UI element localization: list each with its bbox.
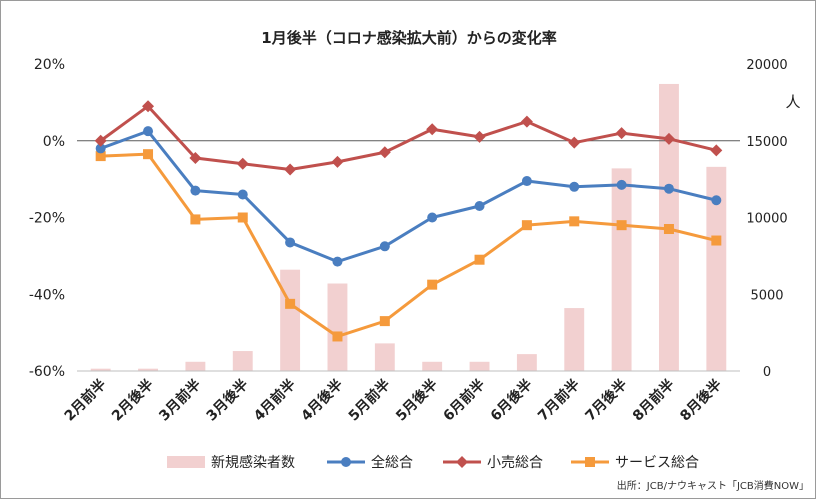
point — [474, 200, 485, 211]
point — [142, 100, 155, 113]
bar-10 — [564, 308, 585, 371]
point — [474, 254, 485, 265]
y-left-tick-label: 20% — [34, 57, 65, 73]
point — [332, 256, 343, 267]
bar-6 — [374, 343, 395, 371]
chart-title: 1月後半（コロナ感染拡大前）からの変化率 — [261, 29, 556, 47]
point — [94, 134, 107, 147]
source-note: 出所：JCB/ナウキャスト「JCB消費NOW」 — [617, 479, 809, 492]
series-line-2 — [100, 152, 717, 338]
legend-label: 小売総合 — [487, 455, 543, 471]
x-tick-label: 2月前半 — [61, 376, 110, 425]
bar-9 — [516, 354, 537, 371]
legend-label: サービス総合 — [615, 455, 699, 471]
point — [662, 132, 675, 145]
bar-2 — [185, 361, 206, 371]
point — [585, 457, 595, 467]
point — [569, 216, 580, 227]
point — [616, 220, 627, 231]
legend: 新規感染者数 全総合 小売総合 サービス総合 — [167, 454, 699, 471]
bar-4 — [280, 269, 301, 371]
x-tick-label: 3月後半 — [203, 376, 252, 425]
point — [663, 183, 674, 194]
legend-label: 全総合 — [371, 454, 413, 471]
x-tick-label: 4月後半 — [298, 376, 347, 425]
bar-8 — [469, 361, 490, 371]
point — [190, 185, 201, 196]
x-tick-label: 8月前半 — [629, 376, 678, 425]
point — [95, 151, 106, 162]
point — [521, 220, 532, 231]
point — [521, 176, 532, 187]
x-tick-label: 5月後半 — [392, 376, 441, 425]
point — [568, 136, 581, 149]
bar-series — [90, 83, 727, 371]
point — [379, 241, 390, 252]
y-right-tick-label: 20000 — [746, 58, 787, 73]
x-tick-label: 5月前半 — [345, 376, 394, 425]
bar-13 — [706, 166, 727, 371]
point — [236, 157, 249, 170]
point — [711, 195, 722, 206]
series-line-0 — [100, 129, 717, 264]
y-left-tick-label: 0% — [43, 134, 65, 150]
point — [710, 144, 723, 157]
point — [285, 237, 296, 248]
y-right-tick-label: 0 — [763, 365, 771, 380]
point — [616, 179, 627, 190]
line-series — [94, 100, 723, 342]
point — [427, 279, 438, 290]
point — [285, 298, 296, 309]
point — [615, 127, 628, 140]
point — [378, 146, 391, 159]
point — [473, 130, 486, 143]
point — [143, 126, 154, 137]
point — [189, 152, 202, 165]
point — [237, 212, 248, 223]
bar-1 — [138, 368, 158, 371]
point — [427, 212, 438, 223]
y-right-tick-label: 10000 — [746, 212, 787, 227]
y-right-tick-label: 15000 — [746, 135, 787, 150]
point — [331, 155, 344, 168]
x-tick-label: 6月後半 — [487, 376, 536, 425]
point — [190, 214, 201, 225]
bar-7 — [422, 361, 443, 371]
point — [456, 456, 468, 468]
y-right-unit-label: 人 — [785, 93, 800, 111]
bar-5 — [327, 283, 348, 371]
x-tick-label: 4月前半 — [250, 376, 299, 425]
y-right-tick-label: 5000 — [750, 288, 783, 303]
point — [426, 123, 439, 136]
point — [332, 331, 343, 342]
bar-0 — [90, 368, 111, 371]
bar-11 — [611, 168, 632, 371]
point — [95, 143, 106, 154]
x-tick-label: 8月後半 — [677, 376, 726, 425]
y-left-tick-label: -40% — [29, 287, 65, 303]
point — [379, 316, 390, 327]
point — [569, 181, 580, 192]
x-tick-label: 7月前半 — [534, 376, 583, 425]
point — [284, 163, 297, 176]
point — [237, 189, 248, 200]
point — [711, 235, 722, 246]
point — [341, 457, 351, 467]
x-tick-label: 6月前半 — [440, 376, 489, 425]
x-tick-label: 7月後半 — [582, 376, 631, 425]
point — [520, 115, 533, 128]
legend-swatch — [167, 456, 205, 468]
y-left-tick-label: -60% — [29, 364, 65, 380]
bar-3 — [232, 351, 253, 371]
point — [143, 149, 154, 160]
point — [663, 224, 674, 235]
legend-label: 新規感染者数 — [211, 454, 295, 471]
x-tick-label: 2月後半 — [108, 376, 157, 425]
series-line-1 — [99, 104, 717, 172]
x-tick-label: 3月前半 — [156, 376, 205, 425]
y-left-tick-label: -20% — [29, 211, 65, 227]
